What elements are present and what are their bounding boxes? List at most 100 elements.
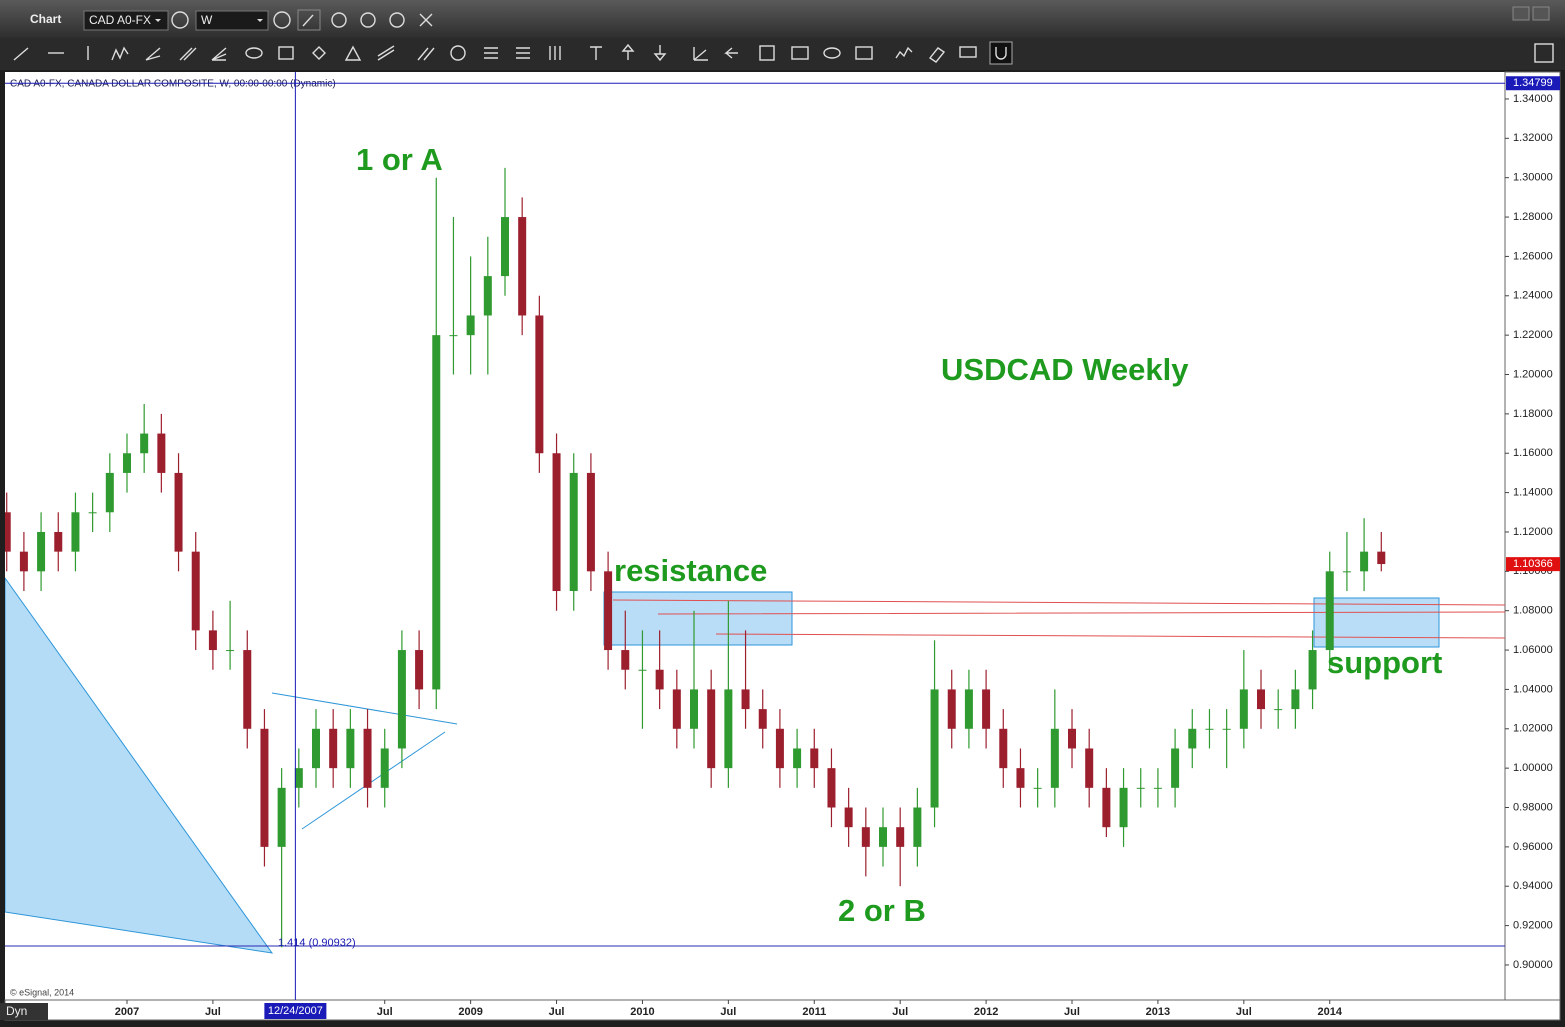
candle-body (71, 512, 80, 552)
symbol-box[interactable] (83, 10, 169, 31)
circle-tool[interactable] (450, 45, 466, 61)
y-tick-label: 1.06000 (1513, 644, 1553, 656)
candle-body (88, 512, 97, 514)
fib-tool[interactable] (484, 47, 498, 59)
candle-body (208, 630, 217, 651)
eraser-tool[interactable] (928, 47, 946, 63)
y-tick-label: 1.32000 (1513, 132, 1553, 144)
candle-body (311, 728, 320, 769)
candle-body (690, 689, 699, 729)
back-tool[interactable] (724, 47, 738, 59)
fib-ext-tool[interactable] (516, 47, 530, 59)
candles (5, 167, 1386, 948)
candle-body (19, 551, 28, 572)
note-tool[interactable] (959, 46, 977, 58)
y-tick-label: 1.14000 (1513, 487, 1553, 499)
candle-body (896, 827, 905, 847)
diamond-tool[interactable] (312, 46, 326, 60)
link-icon[interactable] (419, 13, 433, 27)
candle-body (1085, 748, 1094, 788)
triangle-tool[interactable] (344, 45, 362, 61)
candle-body (569, 472, 578, 592)
grid-tool[interactable] (759, 45, 775, 61)
panel-button[interactable] (1534, 43, 1554, 63)
candle-body (1377, 551, 1386, 565)
candle-body (810, 748, 819, 769)
toolbar (0, 38, 1565, 70)
candle-body (1222, 728, 1231, 730)
down-arrow-tool[interactable] (653, 45, 667, 62)
dropdown-arrow (155, 19, 161, 22)
candle-body (1033, 787, 1042, 789)
zigzag-tool[interactable] (895, 46, 913, 59)
restore-button[interactable] (1512, 6, 1530, 21)
dropdown-arrow (257, 19, 263, 22)
draw-icon[interactable] (297, 9, 321, 31)
symbol[interactable]: CAD A0-FX (89, 13, 151, 27)
candle-body (638, 669, 647, 671)
price-axis (1504, 71, 1561, 1001)
candle-body (243, 650, 252, 729)
pencil (302, 14, 314, 27)
magnet-tool[interactable] (989, 41, 1013, 65)
candle-body (1188, 728, 1197, 749)
rect-tool[interactable] (278, 46, 294, 60)
x-tick-label: Jul (377, 1006, 393, 1018)
chart-header: CAD A0-FX, CANADA DOLLAR COMPOSITE, W, 0… (10, 79, 336, 90)
crosshair-date: 12/24/2007 (268, 1005, 323, 1017)
t3-tool[interactable] (823, 47, 841, 59)
y-tick-label: 0.90000 (1513, 959, 1553, 971)
time-zones-tool[interactable] (549, 46, 561, 60)
candle-body (604, 571, 613, 651)
regression-tool[interactable] (693, 47, 708, 61)
refresh-icon[interactable] (331, 12, 347, 28)
x-tick-label: Jul (720, 1006, 736, 1018)
annotation: 2 or B (838, 893, 926, 928)
candle-body (346, 728, 355, 769)
alert-icon[interactable] (389, 12, 405, 28)
interval[interactable]: W (201, 13, 213, 27)
candle-body (105, 472, 114, 513)
candle-body (1102, 787, 1111, 828)
mode[interactable]: Dyn (6, 1004, 27, 1018)
annotation: USDCAD Weekly (941, 352, 1189, 387)
fan-tool[interactable] (145, 47, 161, 61)
candle-body (982, 689, 991, 729)
candle-body (483, 276, 492, 316)
channel-tool[interactable] (179, 47, 197, 61)
settings-icon[interactable] (171, 11, 189, 29)
candle-body (775, 728, 784, 769)
pitchfork-tool[interactable] (377, 45, 395, 61)
y-tick-label: 0.94000 (1513, 880, 1553, 892)
candle-body (122, 453, 131, 473)
play-icon[interactable] (360, 12, 376, 28)
mob-tool[interactable] (791, 46, 809, 60)
y-tick-label: 1.18000 (1513, 408, 1553, 420)
y-tick-label: 1.00000 (1513, 762, 1553, 774)
clock-icon[interactable] (273, 11, 291, 29)
candle-body (913, 807, 922, 847)
text-tool[interactable] (590, 46, 602, 60)
close-button[interactable] (1532, 6, 1550, 21)
candle-body (1325, 571, 1334, 651)
copyright: © eSignal, 2014 (10, 987, 74, 997)
candle-body (861, 827, 870, 847)
interval-box[interactable] (195, 10, 269, 31)
candle-body (449, 335, 458, 337)
candle-body (672, 689, 681, 729)
parallel-tool[interactable] (417, 47, 435, 61)
wave-tool[interactable] (111, 46, 129, 61)
line-tool[interactable] (13, 47, 29, 61)
candle-body (466, 315, 475, 336)
ellipse-tool[interactable] (245, 47, 263, 59)
mode-box[interactable] (0, 1003, 48, 1020)
candle-body (1308, 650, 1317, 690)
gann-tool[interactable] (211, 47, 227, 61)
x-tick-label: Jul (1064, 1006, 1080, 1018)
candle-body (741, 689, 750, 710)
pti-tool[interactable] (855, 46, 873, 60)
candle-body (707, 689, 716, 769)
annotation: resistance (614, 553, 767, 588)
x-tick-label: Jul (549, 1006, 565, 1018)
up-arrow-tool[interactable] (621, 43, 635, 60)
